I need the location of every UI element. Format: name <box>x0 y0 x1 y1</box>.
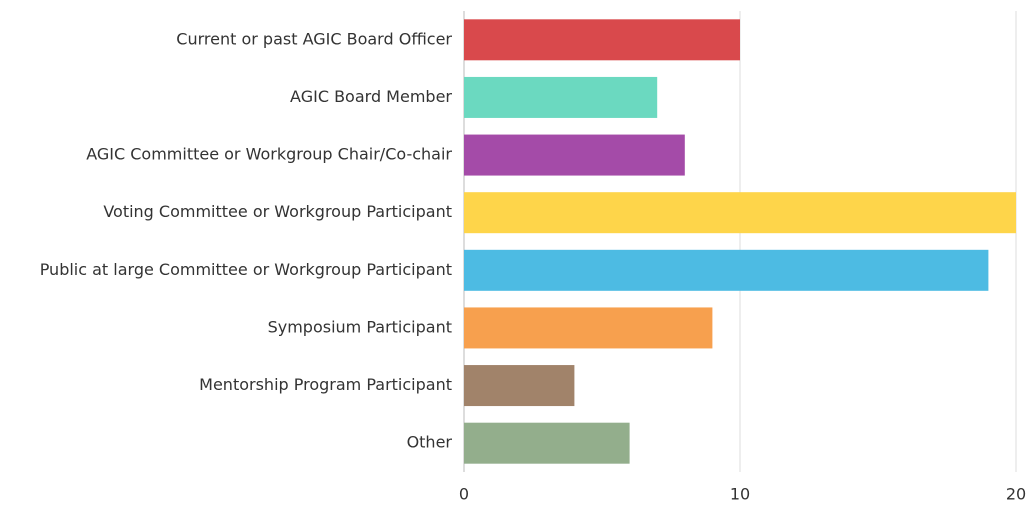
bar <box>464 249 989 291</box>
y-tick-label: Current or past AGIC Board Officer <box>176 29 452 48</box>
y-tick-label: Other <box>407 433 453 452</box>
y-tick-label: Symposium Participant <box>268 317 452 336</box>
x-tick-label: 0 <box>459 485 469 504</box>
x-tick-label: 20 <box>1006 485 1026 504</box>
bar <box>464 134 685 176</box>
y-tick-label: AGIC Committee or Workgroup Chair/Co-cha… <box>86 145 452 164</box>
y-tick-label: AGIC Board Member <box>290 87 452 106</box>
bar <box>464 76 658 118</box>
bar <box>464 192 1016 234</box>
y-tick-label: Voting Committee or Workgroup Participan… <box>103 202 452 221</box>
x-tick-label: 10 <box>730 485 750 504</box>
bar <box>464 422 630 464</box>
y-tick-label: Mentorship Program Participant <box>199 375 452 394</box>
y-tick-label: Public at large Committee or Workgroup P… <box>40 260 452 279</box>
bar <box>464 307 713 349</box>
bar <box>464 365 575 407</box>
bar <box>464 19 740 61</box>
